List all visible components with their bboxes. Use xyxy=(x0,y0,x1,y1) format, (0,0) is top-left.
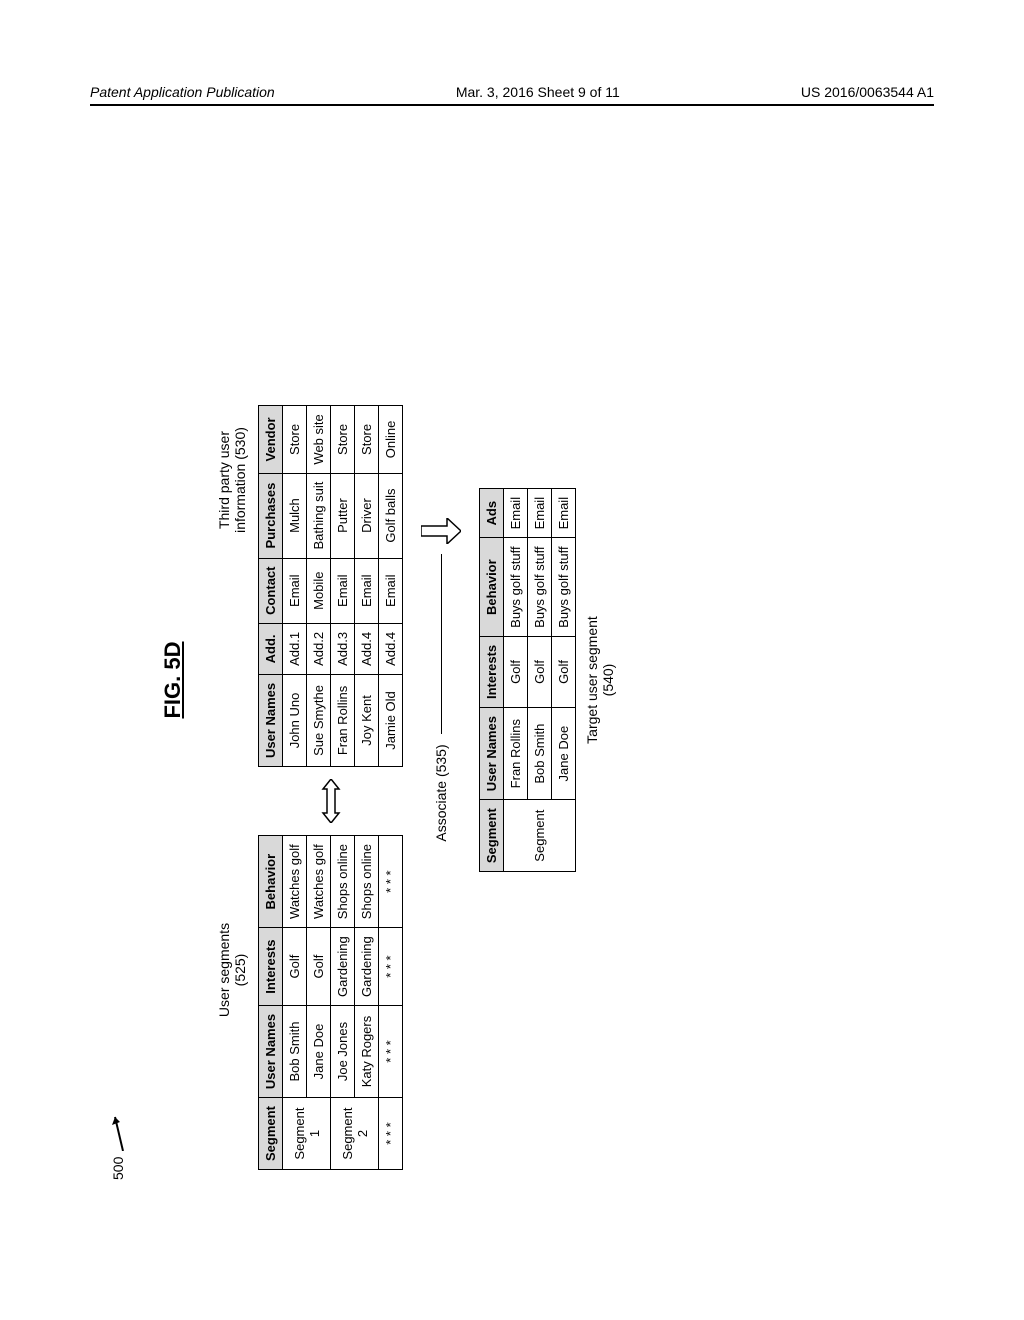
bidirectional-arrow-icon xyxy=(320,779,342,823)
down-arrow-icon xyxy=(421,518,461,544)
table-cell: * * * xyxy=(379,928,403,1006)
table-row: Segment 2Joe JonesGardeningShops online xyxy=(331,836,355,1170)
table-cell: Golf xyxy=(504,636,528,707)
table-cell: Email xyxy=(504,488,528,538)
table-row: * * ** * ** * ** * * xyxy=(379,836,403,1170)
table-cell: Add.2 xyxy=(307,623,331,674)
table-cell: Segment 2 xyxy=(331,1098,379,1170)
table-cell: Putter xyxy=(331,473,355,558)
col-header: User Names xyxy=(259,674,283,766)
table-cell: Email xyxy=(355,558,379,623)
table-row: Jamie OldAdd.4EmailGolf ballsOnline xyxy=(379,406,403,767)
col-header: Purchases xyxy=(259,473,283,558)
table-row: Joy KentAdd.4EmailDriverStore xyxy=(355,406,379,767)
table-cell: Gardening xyxy=(331,928,355,1006)
target-segment-table: SegmentUser NamesInterestsBehaviorAds Se… xyxy=(479,488,576,872)
table-cell: Golf xyxy=(283,928,307,1006)
table-cell: Email xyxy=(552,488,576,538)
table-cell: Sue Smythe xyxy=(307,674,331,766)
table-cell: Email xyxy=(379,558,403,623)
col-header: Segment xyxy=(259,1098,283,1170)
col-header: User Names xyxy=(480,708,504,800)
col-header: Add. xyxy=(259,623,283,674)
table-cell: Driver xyxy=(355,473,379,558)
col-header: Interests xyxy=(480,636,504,707)
col-header: Ads xyxy=(480,488,504,538)
col-header: Contact xyxy=(259,558,283,623)
third-party-label: Third party user information (530) xyxy=(216,190,248,770)
table-cell: Store xyxy=(283,406,307,473)
table-cell: Fran Rollins xyxy=(331,674,355,766)
table-cell: Add.1 xyxy=(283,623,307,674)
table-cell: Watches golf xyxy=(307,836,331,928)
table-cell: John Uno xyxy=(283,674,307,766)
col-header: Behavior xyxy=(259,836,283,928)
table-cell: Add.4 xyxy=(379,623,403,674)
user-segments-table: SegmentUser NamesInterestsBehavior Segme… xyxy=(258,835,403,1170)
target-caption: Target user segment (540) xyxy=(584,190,616,1170)
table-cell: Segment 1 xyxy=(283,1098,331,1170)
col-header: Vendor xyxy=(259,406,283,473)
table-row: Sue SmytheAdd.2MobileBathing suitWeb sit… xyxy=(307,406,331,767)
table-cell: Bathing suit xyxy=(307,473,331,558)
table-cell: Jane Doe xyxy=(307,1005,331,1097)
table-cell: Email xyxy=(331,558,355,623)
table-cell: Email xyxy=(283,558,307,623)
table-row: Fran RollinsAdd.3EmailPutterStore xyxy=(331,406,355,767)
table-cell: * * * xyxy=(379,1005,403,1097)
table-cell: Mobile xyxy=(307,558,331,623)
table-labels: User segments (525) Third party user inf… xyxy=(216,190,248,1170)
associate-label: Associate (535) xyxy=(433,744,449,841)
table-row: John UnoAdd.1EmailMulchStore xyxy=(283,406,307,767)
table-cell: Buys golf stuff xyxy=(528,538,552,636)
table-cell: Jane Doe xyxy=(552,708,576,800)
table-cell: Segment xyxy=(504,800,576,872)
table-cell: Golf balls xyxy=(379,473,403,558)
table-cell: Joy Kent xyxy=(355,674,379,766)
figure-ref: 500 xyxy=(110,1109,126,1180)
header-center: Mar. 3, 2016 Sheet 9 of 11 xyxy=(456,84,620,100)
table-cell: Store xyxy=(331,406,355,473)
table-cell: Web site xyxy=(307,406,331,473)
table-cell: Store xyxy=(355,406,379,473)
table-cell: Mulch xyxy=(283,473,307,558)
table-cell: Gardening xyxy=(355,928,379,1006)
tables-row: SegmentUser NamesInterestsBehavior Segme… xyxy=(258,190,403,1170)
patent-header: Patent Application Publication Mar. 3, 2… xyxy=(90,84,934,106)
table-cell: Katy Rogers xyxy=(355,1005,379,1097)
table-cell: Online xyxy=(379,406,403,473)
table-cell: Email xyxy=(528,488,552,538)
table-cell: Golf xyxy=(552,636,576,707)
table-cell: Jamie Old xyxy=(379,674,403,766)
table-cell: Buys golf stuff xyxy=(504,538,528,636)
table-cell: Shops online xyxy=(355,836,379,928)
table-cell: Fran Rollins xyxy=(504,708,528,800)
table-cell: * * * xyxy=(379,836,403,928)
col-header: User Names xyxy=(259,1005,283,1097)
table-cell: Watches golf xyxy=(283,836,307,928)
table-cell: Shops online xyxy=(331,836,355,928)
table-cell: Buys golf stuff xyxy=(552,538,576,636)
header-left: Patent Application Publication xyxy=(90,84,275,100)
figure-title: FIG. 5D xyxy=(160,190,186,1170)
col-header: Behavior xyxy=(480,538,504,636)
table-cell: Add.4 xyxy=(355,623,379,674)
third-party-table: User NamesAdd.ContactPurchasesVendor Joh… xyxy=(258,405,403,767)
associate-row: Associate (535) xyxy=(421,190,461,1170)
table-cell: Bob Smith xyxy=(283,1005,307,1097)
table-cell: Joe Jones xyxy=(331,1005,355,1097)
table-cell: Golf xyxy=(528,636,552,707)
table-cell: Bob Smith xyxy=(528,708,552,800)
table-row: SegmentFran RollinsGolfBuys golf stuffEm… xyxy=(504,488,528,871)
table-cell: Golf xyxy=(307,928,331,1006)
table-cell: * * * xyxy=(379,1098,403,1170)
col-header: Interests xyxy=(259,928,283,1006)
user-segments-label: User segments (525) xyxy=(216,770,248,1170)
table-row: Segment 1Bob SmithGolfWatches golf xyxy=(283,836,307,1170)
header-right: US 2016/0063544 A1 xyxy=(801,84,934,100)
table-cell: Add.3 xyxy=(331,623,355,674)
col-header: Segment xyxy=(480,800,504,872)
